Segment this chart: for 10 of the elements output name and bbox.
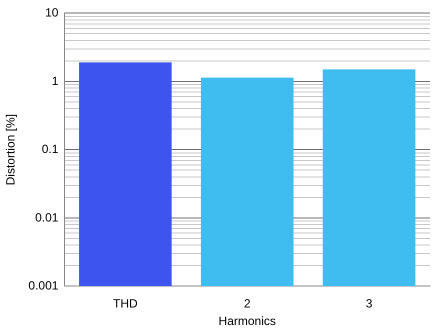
y-tick-label: 0.01 — [35, 210, 59, 224]
y-tick-label: 0.001 — [28, 278, 59, 293]
x-tick-label: 3 — [366, 296, 373, 311]
y-tick-label: 1 — [52, 74, 59, 88]
y-axis-title: Distortion [%] — [4, 114, 18, 186]
x-axis-title: Harmonics — [218, 314, 276, 328]
y-tick-label: 10 — [45, 6, 59, 20]
x-tick-label: THD — [113, 296, 138, 311]
x-tick-label: 2 — [244, 296, 251, 311]
y-tick-label: 0.1 — [42, 142, 59, 156]
